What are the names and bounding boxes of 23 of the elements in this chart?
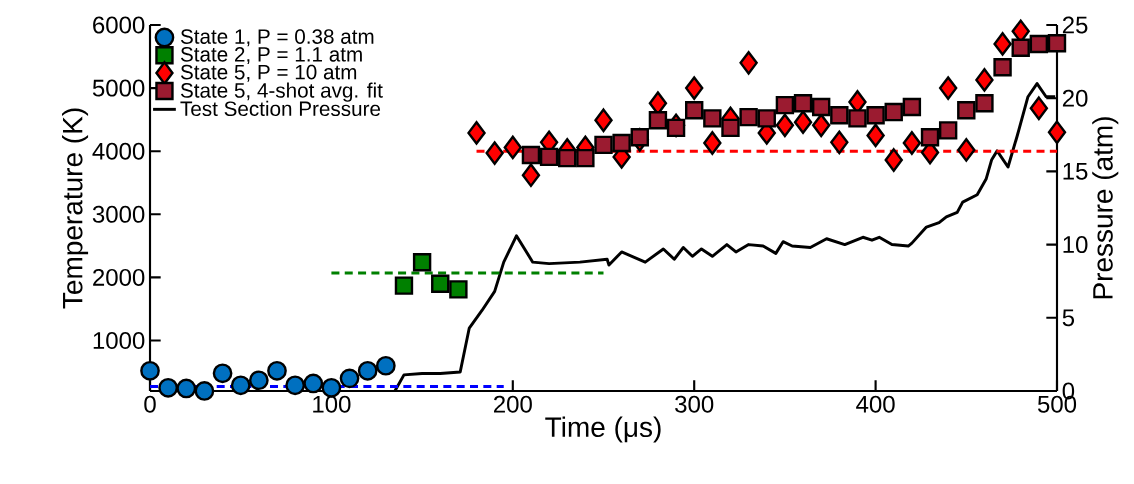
x-tick-label: 200 — [494, 395, 532, 413]
y-tick-label: 6000 — [93, 16, 145, 34]
x-tick-label: 400 — [856, 395, 895, 413]
y-tick-label: 2000 — [93, 268, 145, 286]
x-tick-label: 300 — [675, 395, 714, 413]
y2-tick-label: 5 — [1062, 309, 1075, 327]
y-tick-label: 5000 — [92, 79, 145, 97]
legend-label: State 5, P = 10 atm — [180, 64, 357, 82]
y2-axis-title: Pressure (atm) — [1092, 117, 1119, 299]
y-axis-title: Temperature (K) — [61, 108, 89, 309]
y2-tick-label: 20 — [1062, 89, 1088, 107]
x-axis-title: Time (μs) — [545, 416, 661, 443]
y2-tick-label: 25 — [1062, 16, 1088, 34]
legend-label: State 2, P = 1.1 atm — [180, 47, 362, 65]
legend-label: State 1, P = 0.38 atm — [180, 29, 374, 47]
x-tick-label: 0 — [144, 395, 156, 413]
y2-tick-label: 15 — [1063, 163, 1088, 180]
legend-label: Test Section Pressure — [180, 100, 381, 117]
y2-tick-label: 10 — [1063, 236, 1088, 254]
x-tick-label: 100 — [313, 395, 351, 413]
y-tick-label: 4000 — [92, 142, 145, 160]
y-tick-label: 1000 — [93, 332, 145, 349]
y-tick-label: 3000 — [92, 205, 145, 223]
